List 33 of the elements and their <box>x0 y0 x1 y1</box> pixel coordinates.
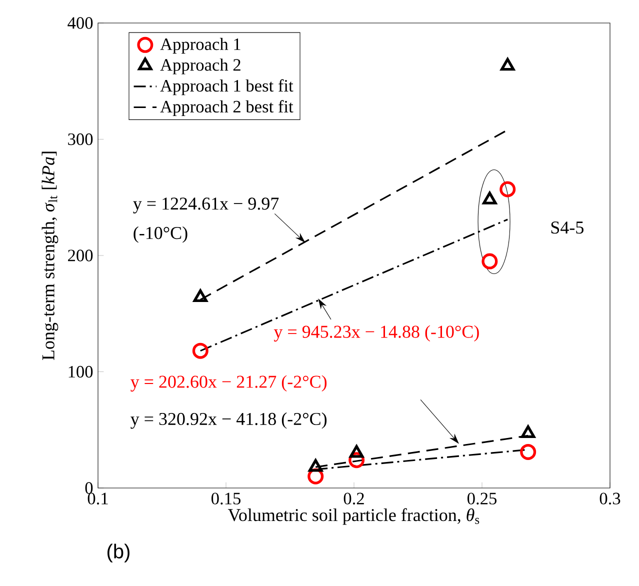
legend-label: Approach 2 best fit <box>160 100 294 116</box>
y-tick-label: 300 <box>68 133 93 146</box>
x-tick-label: 0.1 <box>88 492 108 504</box>
y-tick-label: 100 <box>68 366 93 378</box>
annotation: (-10°C) <box>134 226 188 243</box>
x-tick-label: 0.2 <box>344 492 364 504</box>
y-tick-label: 0 <box>85 482 93 494</box>
point <box>520 444 536 460</box>
point <box>192 342 208 359</box>
point <box>193 289 208 302</box>
y-tick-label: 400 <box>68 17 93 29</box>
point <box>482 192 497 204</box>
legend-label: Approach 1 best fit <box>160 79 294 96</box>
legend-label: Approach 1 <box>160 38 240 54</box>
annotation: y = 1224.61x − 9.97 <box>133 198 279 214</box>
point <box>308 459 323 472</box>
point <box>520 425 536 438</box>
y-axis-title: Long-term strength, σ$_{lt}$ [kPa] <box>42 152 58 360</box>
x-axis-title: Volumetric soil particle fraction, θ$_{s}$ <box>228 508 480 525</box>
text: (b) <box>107 544 130 562</box>
x-tick-label: 0.15 <box>212 492 240 504</box>
x-tick-label: 0.3 <box>600 492 620 504</box>
annotation: y = 945.23x − 14.88 (-10°C) <box>274 325 479 342</box>
x-tick-label: 0.25 <box>468 492 496 504</box>
point <box>349 445 364 458</box>
legend-label: Approach 2 <box>160 58 240 74</box>
annotation: S4-5 <box>551 222 584 234</box>
y-tick-label: 200 <box>68 250 93 262</box>
point <box>500 58 515 71</box>
annotation: y = 202.60x − 21.27 (-2°C) <box>130 375 327 392</box>
annotation: y = 320.92x − 41.18 (-2°C) <box>130 412 327 429</box>
point <box>500 181 516 198</box>
point <box>482 253 498 270</box>
